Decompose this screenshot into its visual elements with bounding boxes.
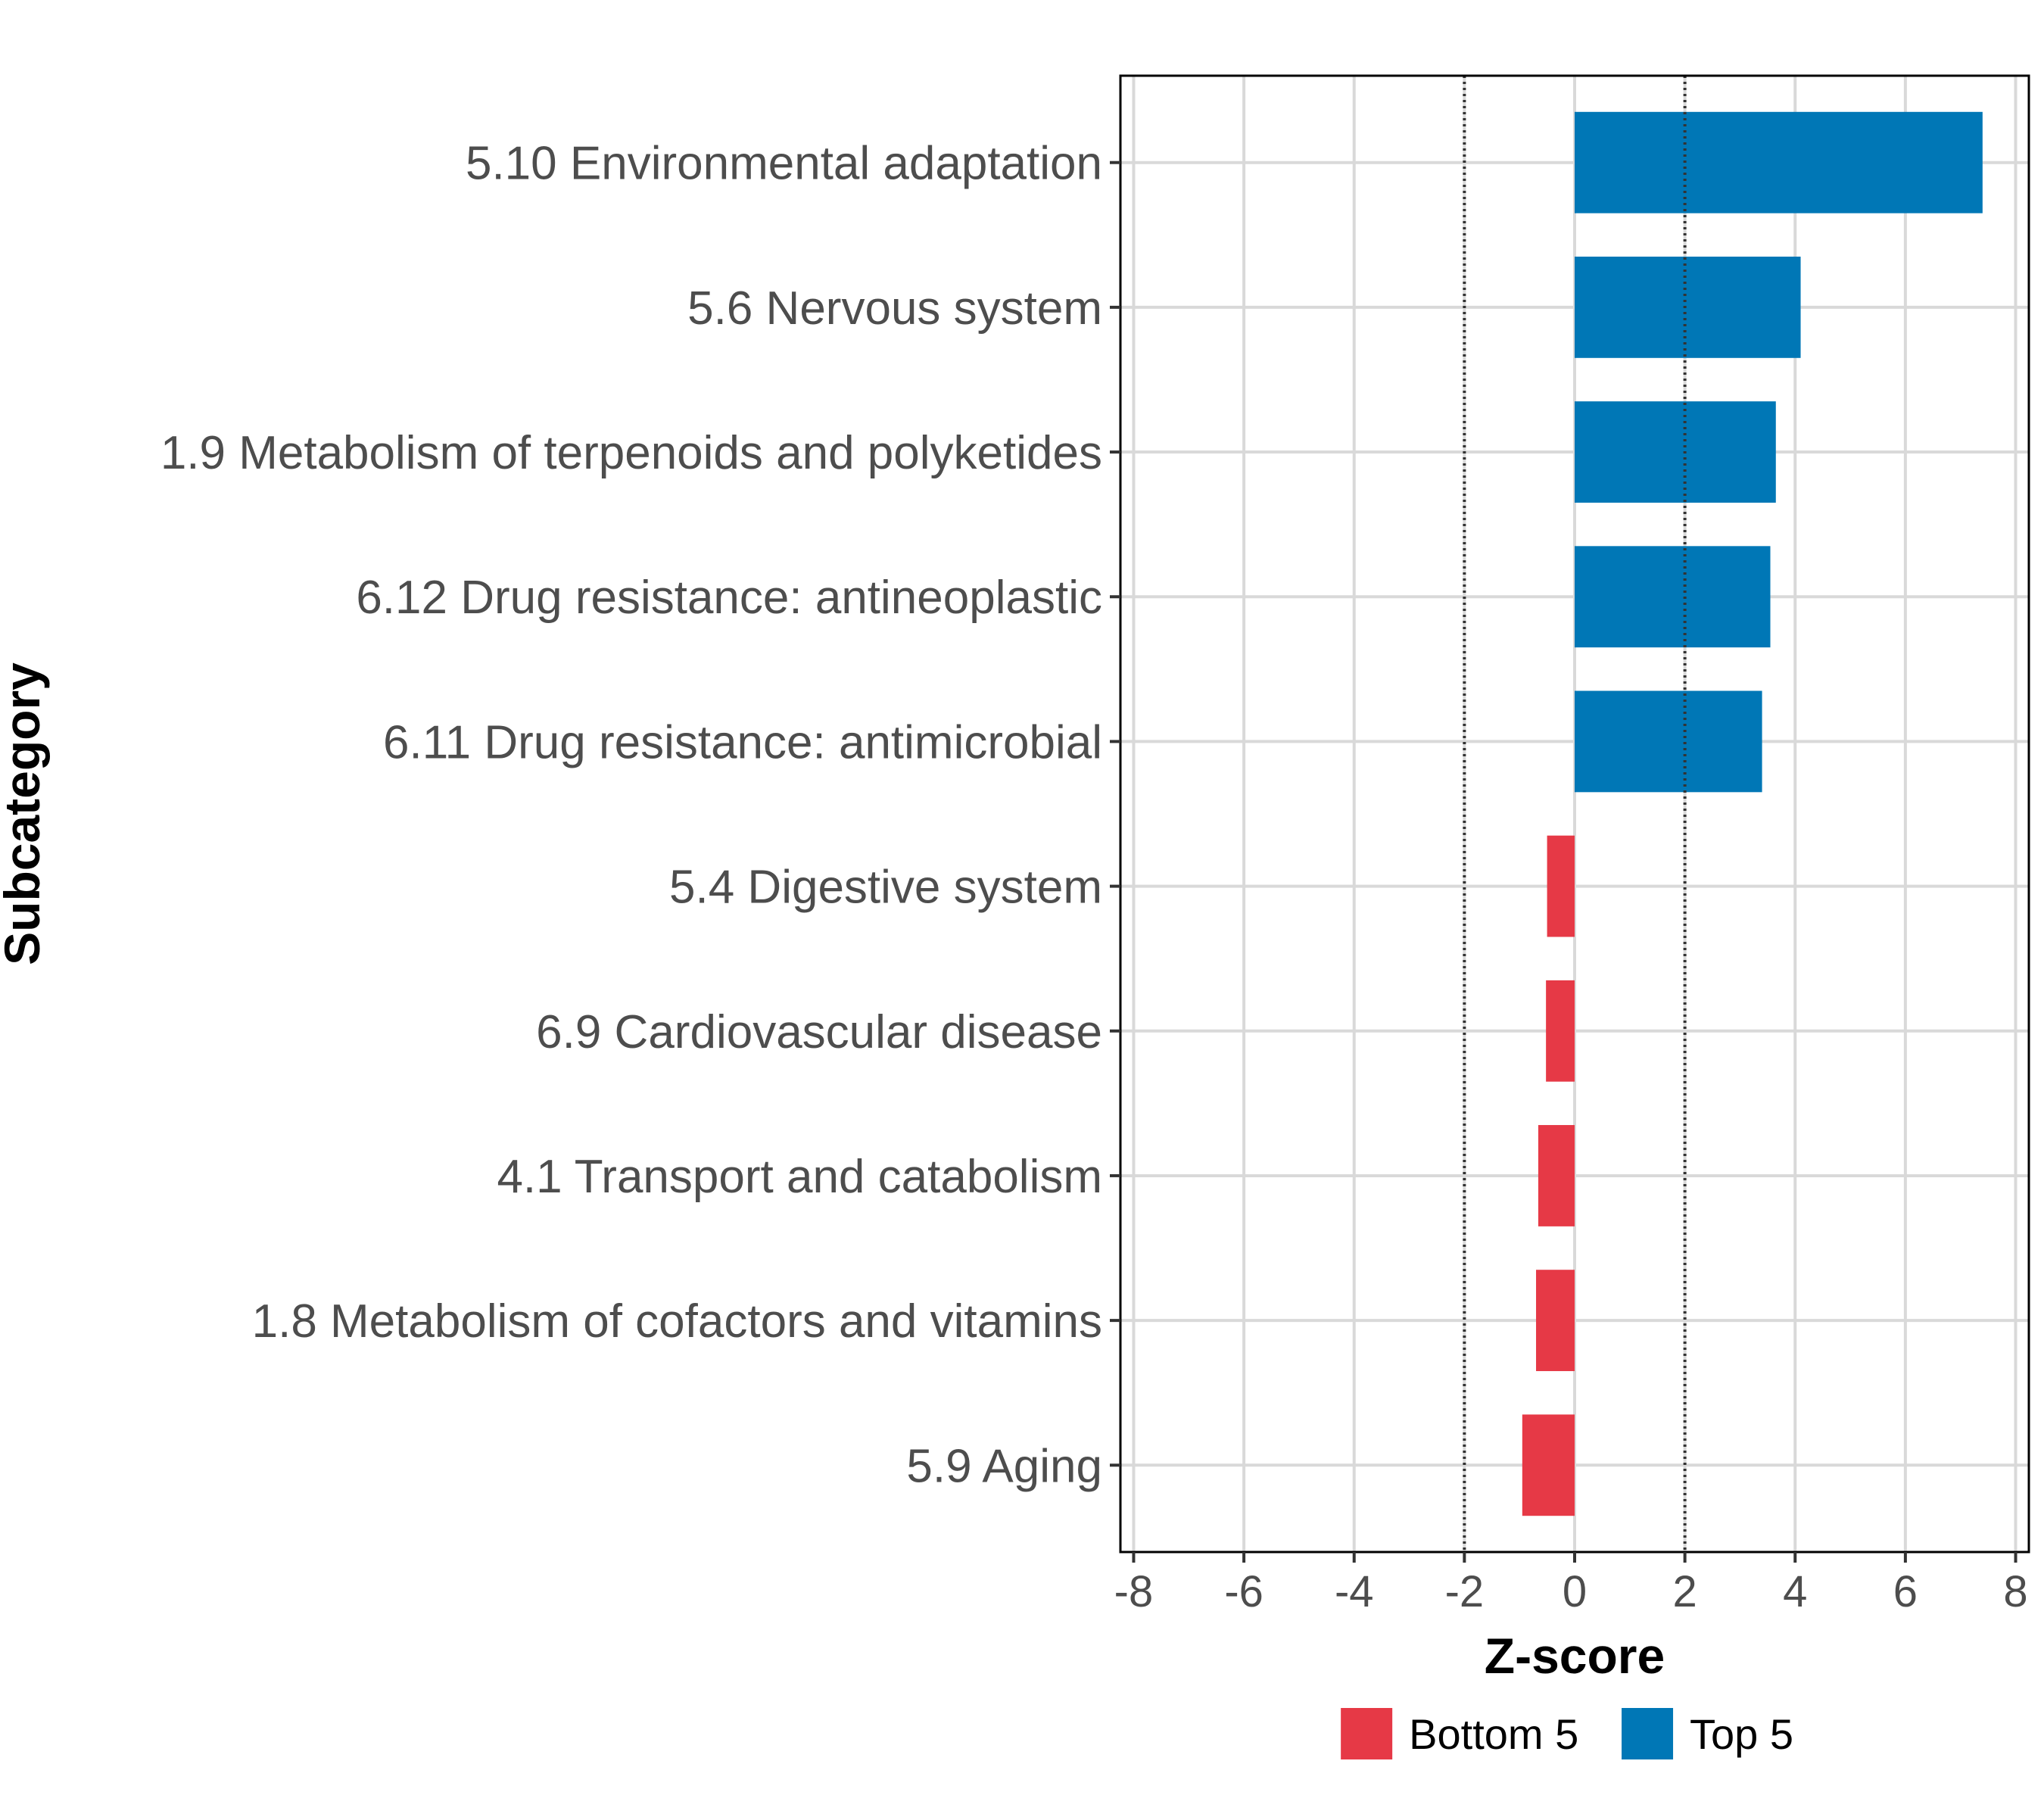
- y-tick-label: 5.9 Aging: [906, 1440, 1102, 1492]
- bar: [1575, 256, 1801, 358]
- y-tick-label: 1.9 Metabolism of terpenoids and polyket…: [160, 427, 1102, 479]
- legend-swatch: [1622, 1708, 1674, 1759]
- y-tick-label: 6.11 Drug resistance: antimicrobial: [383, 716, 1102, 768]
- x-tick-label: 4: [1783, 1567, 1807, 1616]
- y-tick-label: 5.6 Nervous system: [687, 282, 1102, 335]
- bar: [1575, 546, 1771, 648]
- y-axis: 5.10 Environmental adaptation 5.6 Nervous…: [160, 138, 1120, 1492]
- reference-lines: [1463, 76, 1687, 1552]
- bar: [1575, 690, 1762, 793]
- bar: [1547, 835, 1575, 937]
- x-tick-label: -2: [1445, 1567, 1485, 1616]
- y-tick-label: 6.9 Cardiovascular disease: [536, 1006, 1102, 1058]
- y-tick-label: 1.8 Metabolism of cofactors and vitamins: [252, 1295, 1102, 1348]
- x-tick-label: 6: [1893, 1567, 1918, 1616]
- bar: [1546, 980, 1575, 1082]
- y-tick-label: 5.4 Digestive system: [669, 862, 1102, 914]
- bar: [1575, 111, 1983, 213]
- legend-swatch: [1341, 1708, 1393, 1759]
- legend-label: Bottom 5: [1409, 1710, 1578, 1758]
- y-tick-label: 6.12 Drug resistance: antineoplastic: [356, 572, 1102, 624]
- y-tick-label: 5.10 Environmental adaptation: [466, 138, 1102, 190]
- bars: [1522, 111, 1983, 1516]
- y-axis-title: Subcategory: [0, 662, 50, 965]
- bar: [1522, 1414, 1575, 1516]
- x-tick-label: -4: [1335, 1567, 1374, 1616]
- bar: [1575, 401, 1776, 503]
- x-tick-label: -6: [1224, 1567, 1263, 1616]
- bar: [1536, 1270, 1575, 1372]
- x-tick-label: 2: [1672, 1567, 1697, 1616]
- legend: Bottom 5 Top 5: [1341, 1708, 1793, 1759]
- x-axis: -8 -6 -4 -2 0 2 4 6 8: [1114, 1552, 2028, 1616]
- legend-label: Top 5: [1690, 1710, 1793, 1758]
- x-tick-label: -8: [1114, 1567, 1154, 1616]
- x-axis-title: Z-score: [1485, 1628, 1665, 1684]
- x-tick-label: 0: [1563, 1567, 1587, 1616]
- bar: [1538, 1125, 1575, 1226]
- y-tick-label: 4.1 Transport and catabolism: [497, 1151, 1102, 1203]
- x-tick-label: 8: [2003, 1567, 2027, 1616]
